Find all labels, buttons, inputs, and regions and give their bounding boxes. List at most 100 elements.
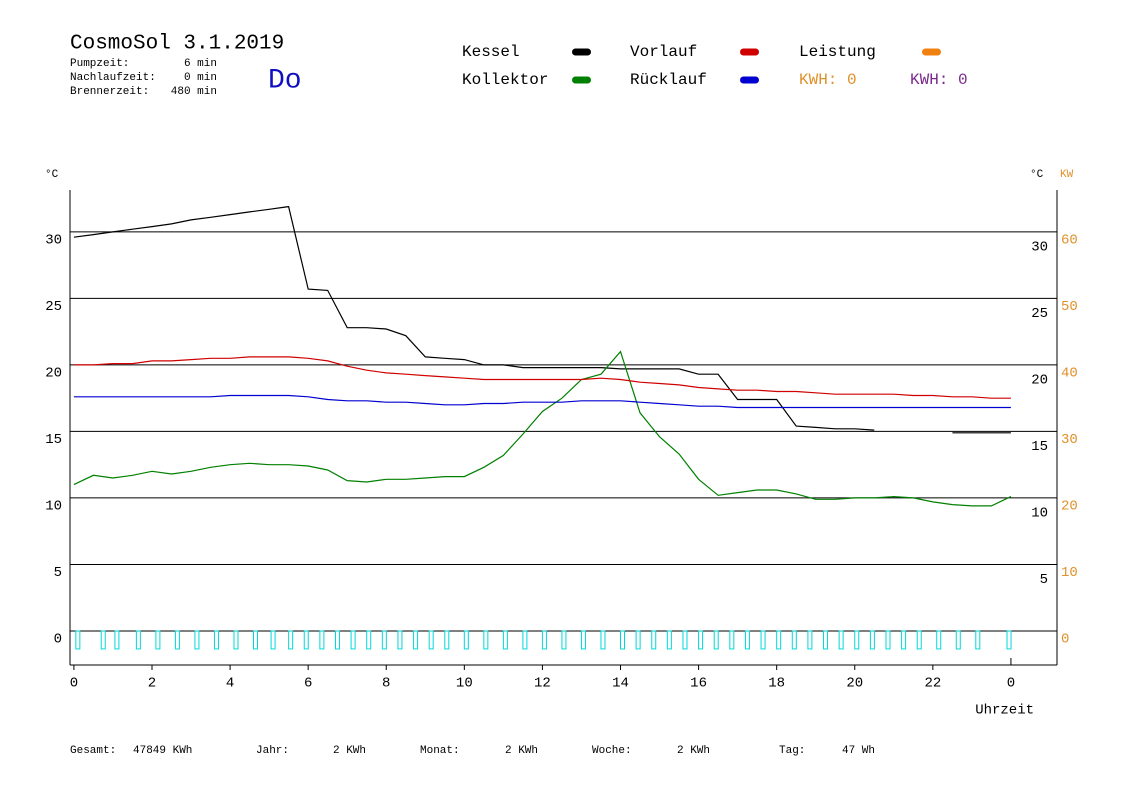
y3-tick-label: 0 <box>1061 632 1069 648</box>
y3-axis-label: KW <box>1060 169 1074 181</box>
pump-pulse <box>869 630 875 650</box>
series-line <box>73 350 1012 507</box>
y-tick-label: 0 <box>54 632 62 648</box>
y-tick-label: 30 <box>45 233 62 249</box>
pump-pulse <box>366 630 372 650</box>
x-tick-label: 4 <box>226 676 234 692</box>
pump-pulse <box>114 630 120 650</box>
y-tick-label: 5 <box>54 565 62 581</box>
x-tick-label: 8 <box>382 676 390 692</box>
pump-pulse <box>729 630 735 650</box>
pump-pulse <box>397 630 403 650</box>
pump-pulse <box>713 630 719 650</box>
pump-pulse <box>270 630 276 650</box>
y2-tick-label: 15 <box>1031 439 1048 455</box>
pump-pulse <box>975 630 981 650</box>
pump-pulse <box>635 630 641 650</box>
pump-pulse <box>428 630 434 650</box>
pump-pulse <box>155 630 161 650</box>
pump-pulse <box>807 630 813 650</box>
footer-value: 47 Wh <box>842 745 875 757</box>
pump-pulse <box>823 630 829 650</box>
pump-pulse <box>174 630 180 650</box>
legend-marker <box>740 76 759 84</box>
legend-marker <box>572 48 591 56</box>
kwh-label: KWH: 0 <box>910 71 968 89</box>
x-tick-label: 16 <box>690 676 707 692</box>
info-value: 0 min <box>184 72 217 84</box>
footer-label: Gesamt: <box>70 745 116 757</box>
pump-pulse <box>838 630 844 650</box>
legend-label: Vorlauf <box>630 43 697 61</box>
pump-pulse <box>334 630 340 650</box>
pump-pulse <box>135 630 141 650</box>
pump-pulse <box>901 630 907 650</box>
y3-tick-label: 60 <box>1061 233 1078 249</box>
x-tick-label: 6 <box>304 676 312 692</box>
pump-pulse <box>213 630 219 650</box>
x-tick-label: 0 <box>1007 676 1015 692</box>
footer-value: 47849 KWh <box>133 745 192 757</box>
legend-label: Kollektor <box>462 71 548 89</box>
y2-axis-label: °C <box>1030 169 1044 181</box>
legend-marker <box>572 76 591 84</box>
y-tick-label: 25 <box>45 299 62 315</box>
y2-tick-label: 10 <box>1031 506 1048 522</box>
y-tick-label: 20 <box>45 366 62 382</box>
footer-value: 2 KWh <box>333 745 366 757</box>
y2-tick-label: 30 <box>1031 240 1048 256</box>
footer-label: Tag: <box>779 745 805 757</box>
legend-label: Rücklauf <box>630 71 707 89</box>
pump-pulse <box>194 630 200 650</box>
pump-pulse <box>600 630 606 650</box>
pump-pulse <box>444 630 450 650</box>
y-tick-label: 15 <box>45 432 62 448</box>
series-line <box>73 205 1011 434</box>
pump-pulse <box>483 630 489 650</box>
series-line <box>73 394 1011 409</box>
footer-value: 2 KWh <box>505 745 538 757</box>
x-tick-label: 10 <box>456 676 473 692</box>
pump-pulse <box>75 630 81 650</box>
pump-pulse <box>350 630 356 650</box>
x-tick-label: 18 <box>768 676 785 692</box>
kwh-label: KWH: 0 <box>799 71 857 89</box>
footer-value: 2 KWh <box>677 745 710 757</box>
y2-tick-label: 20 <box>1031 373 1048 389</box>
pump-pulse <box>463 630 469 650</box>
x-axis-label: Uhrzeit <box>975 703 1034 719</box>
x-tick-label: 2 <box>148 676 156 692</box>
info-value: 6 min <box>184 58 217 70</box>
pump-pulse <box>233 630 239 650</box>
pump-pulse <box>381 630 387 650</box>
x-tick-label: 20 <box>846 676 863 692</box>
footer-label: Monat: <box>420 745 460 757</box>
legend-label: Kessel <box>462 43 520 61</box>
footer-label: Woche: <box>592 745 632 757</box>
pump-pulse <box>682 630 688 650</box>
series-line <box>73 356 1011 399</box>
x-tick-label: 14 <box>612 676 629 692</box>
pump-pulse <box>580 630 586 650</box>
pump-pulse <box>319 630 325 650</box>
pump-pulse <box>744 630 750 650</box>
info-label: Brennerzeit: <box>70 86 149 98</box>
y-axis-label: °C <box>45 169 59 181</box>
pump-pulse <box>561 630 567 650</box>
footer-label: Jahr: <box>256 745 289 757</box>
pump-pulse <box>791 630 797 650</box>
info-value: 480 min <box>171 86 217 98</box>
pump-pulse <box>620 630 626 650</box>
y3-tick-label: 20 <box>1061 499 1078 515</box>
pump-pulse <box>502 630 508 650</box>
pump-pulse <box>651 630 657 650</box>
x-tick-label: 22 <box>924 676 941 692</box>
pump-pulse <box>666 630 672 650</box>
pump-pulse <box>253 630 259 650</box>
info-label: Pumpzeit: <box>70 58 129 70</box>
y3-tick-label: 40 <box>1061 366 1078 382</box>
pump-pulse <box>288 630 294 650</box>
pump-pulse <box>541 630 547 650</box>
pump-pulse <box>776 630 782 650</box>
pump-pulse <box>760 630 766 650</box>
